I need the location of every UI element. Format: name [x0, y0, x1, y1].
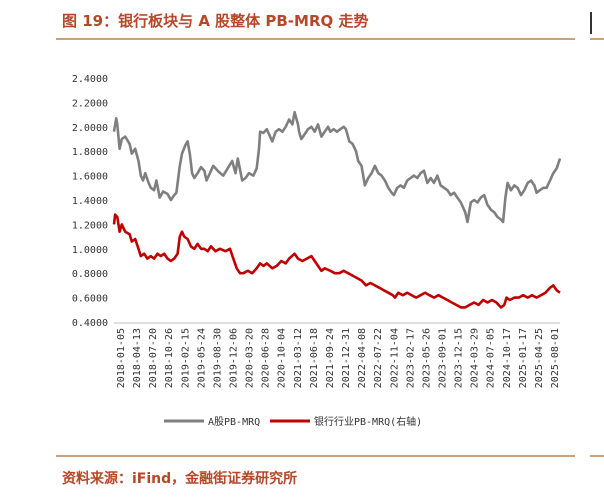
y-tick-label: 2.2000 [72, 98, 108, 109]
x-tick-label: 2021-09-24 [325, 328, 336, 388]
x-tick-label: 2024-03-29 [470, 328, 481, 388]
x-tick-label: 2019-08-30 [212, 328, 223, 388]
y-tick-label: 1.2000 [72, 220, 108, 231]
y-tick-label: 2.4000 [72, 74, 108, 85]
x-tick-label: 2024-10-17 [502, 328, 513, 388]
y-tick-label: 1.8000 [72, 147, 108, 158]
x-tick-label: 2019-02-15 [180, 328, 191, 388]
series-line-a-share-pb [112, 110, 562, 224]
y-tick-label: 2.0000 [72, 123, 108, 134]
x-tick-label: 2021-06-18 [309, 328, 320, 388]
y-tick-label: 0.4000 [72, 318, 108, 329]
adjacent-bottom-rule [590, 455, 604, 457]
x-tick-label: 2020-10-04 [277, 328, 288, 388]
legend-label: 银行行业PB-MRQ(右轴) [314, 415, 422, 428]
bottom-rule [56, 455, 575, 457]
x-tick-label: 2020-03-20 [245, 328, 256, 388]
y-tick-label: 0.6000 [72, 294, 108, 305]
x-tick-label: 2025-04-25 [534, 328, 545, 388]
x-tick-label: 2025-08-01 [550, 328, 561, 388]
adjacent-panel-edge [590, 12, 600, 34]
x-tick-label: 2023-09-01 [437, 328, 448, 388]
x-tick-label: 2018-04-13 [132, 328, 143, 388]
source-note: 资料来源：iFind，金融街证券研究所 [62, 471, 298, 487]
x-tick-label: 2021-03-12 [293, 328, 304, 388]
y-tick-label: 0.8000 [72, 269, 108, 280]
x-tick-label: 2022-04-08 [357, 328, 368, 388]
figure-title: 图 19：银行板块与 A 股整体 PB-MRQ 走势 [62, 12, 369, 30]
y-tick-label: 1.0000 [72, 245, 108, 256]
x-tick-label: 2023-05-26 [421, 328, 432, 388]
adjacent-top-rule [590, 38, 604, 40]
legend: A股PB-MRQ 银行行业PB-MRQ(右轴) [164, 415, 422, 428]
legend-label: A股PB-MRQ [208, 416, 260, 428]
x-tick-label: 2020-06-28 [261, 328, 272, 388]
x-tick-label: 2019-12-06 [229, 328, 240, 388]
x-tick-label: 2022-07-22 [373, 328, 384, 388]
x-axis: 2018-01-05 2018-04-13 2018-07-20 2018-10-26… [114, 322, 561, 388]
top-rule [56, 38, 575, 40]
x-tick-label: 2018-01-05 [116, 328, 127, 388]
x-tick-label: 2023-02-17 [405, 328, 416, 388]
x-tick-label: 2025-01-17 [518, 328, 529, 388]
y-tick-label: 1.4000 [72, 196, 108, 207]
x-tick-label: 2022-11-04 [389, 328, 400, 388]
y-axis: 2.4000 2.2000 2.0000 1.8000 1.6000 1.4000 1.20… [72, 74, 108, 329]
x-tick-label: 2024-07-05 [486, 328, 497, 388]
x-tick-label: 2021-12-31 [341, 328, 352, 388]
y-tick-label: 1.6000 [72, 172, 108, 183]
x-tick-label: 2018-10-26 [164, 328, 175, 388]
x-tick-label: 2018-07-20 [148, 328, 159, 388]
x-tick-label: 2019-05-24 [196, 328, 207, 388]
series-layer [112, 110, 562, 309]
series-line-bank-pb [112, 213, 561, 309]
x-tick-label: 2023-12-15 [454, 328, 465, 388]
